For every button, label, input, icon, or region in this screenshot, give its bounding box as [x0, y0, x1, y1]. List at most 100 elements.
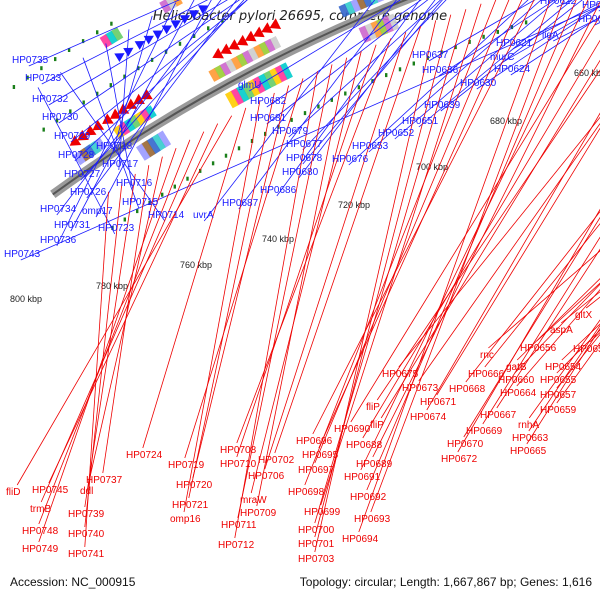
forward-gene-label: HP0731 [54, 220, 91, 231]
reverse-gene-arrow [69, 135, 82, 146]
gc-dot [40, 66, 43, 71]
forward-label-line [348, 0, 529, 166]
gc-dot [250, 139, 254, 143]
forward-gene-label: HP0736 [40, 235, 77, 246]
forward-label-line [70, 0, 248, 143]
reverse-cog-block [376, 0, 385, 3]
reverse-label-line [418, 122, 600, 382]
gc-skew-block [141, 140, 156, 158]
reverse-label-line [488, 250, 600, 349]
reverse-gene-label: HP0689 [356, 459, 393, 470]
forward-label-line [118, 29, 130, 171]
forward-gene-label: HP0715 [122, 197, 159, 208]
reverse-label-line [436, 127, 600, 396]
reverse-gene-label: gatB [506, 362, 527, 373]
gc-skew-block [263, 70, 277, 88]
forward-gene-label: HP0686 [260, 185, 297, 196]
kbp-tick-label: 800 kbp [10, 294, 42, 304]
reverse-gene-label: aspA [550, 325, 573, 336]
reverse-cog-block [252, 44, 265, 59]
forward-cog-block [110, 27, 124, 42]
gc-dot [398, 67, 402, 72]
forward-label-line [48, 0, 228, 106]
gc-dot [186, 176, 189, 181]
reverse-gene-label: HP0708 [220, 445, 257, 456]
forward-gene-label: HP0726 [70, 187, 107, 198]
reverse-gene-label: HP0709 [240, 508, 277, 519]
gc-dot [426, 55, 429, 60]
forward-label-line [438, 0, 556, 77]
reverse-label-line [84, 191, 109, 548]
forward-label-line [368, 0, 542, 153]
reverse-gene-label: HP0690 [334, 424, 371, 435]
reverse-label-line [48, 123, 219, 484]
gc-dot [148, 200, 151, 205]
reverse-gene-arrow [92, 119, 105, 131]
kbp-tick-label: 760 kbp [180, 260, 212, 270]
reverse-gene-arrow [335, 0, 349, 2]
gc-skew-block [364, 23, 377, 41]
forward-gene-label: HP0680 [282, 167, 319, 178]
gc-skew-block [358, 25, 372, 43]
gc-dot [264, 131, 267, 136]
reverse-cog-block [128, 115, 141, 129]
reverse-gene-label: HP0697 [298, 465, 335, 476]
reverse-gene-label: HP0667 [480, 410, 517, 421]
gc-skew-block [268, 67, 282, 86]
reverse-gene-label: HP0664 [500, 388, 537, 399]
reverse-cog-block [88, 140, 102, 155]
forward-label-line [37, 87, 116, 235]
forward-gene-label: HP0681 [250, 113, 287, 124]
reverse-gene-label: HP0698 [288, 487, 325, 498]
forward-label-line [394, 0, 558, 140]
reverse-label-line [426, 112, 600, 411]
gc-dot [496, 29, 499, 34]
forward-gene-label: HP0677 [286, 139, 323, 150]
forward-gene-label: HP0727 [64, 169, 101, 180]
gc-dot [357, 85, 361, 90]
forward-gene-arrow [123, 47, 134, 57]
reverse-gene-label: HP0748 [22, 526, 59, 537]
forward-gene-label: HP0651 [402, 116, 439, 127]
reverse-gene-label: HP0695 [302, 450, 339, 461]
reverse-label-line [264, 32, 407, 470]
reverse-gene-label: HP0688 [346, 440, 383, 451]
forward-label-line [476, 5, 600, 90]
forward-label-line [56, 2, 177, 247]
reverse-gene-label: HP0654 [545, 362, 582, 373]
reverse-gene-arrow [109, 108, 122, 119]
forward-gene-arrow [114, 53, 125, 63]
forward-cog-block [99, 34, 112, 49]
forward-gene-label: HP0714 [148, 210, 185, 221]
gc-dot [317, 104, 320, 109]
reverse-gene-arrow [244, 30, 257, 42]
reverse-gene-arrow [228, 39, 241, 50]
backbone-layer [50, 0, 418, 199]
kbp-tick-label: 660 kbp [574, 68, 600, 78]
gc-dot [137, 66, 140, 71]
reverse-label-line [188, 92, 275, 499]
reverse-label-line [84, 182, 123, 528]
reverse-label-line [380, 59, 600, 419]
gc-dot [440, 50, 443, 55]
forward-gene-label: HP0637 [412, 50, 449, 61]
reverse-gene-label: HP0720 [176, 480, 213, 491]
reverse-gene-label: HP0699 [304, 507, 341, 518]
reverse-label-line [237, 64, 333, 519]
forward-label-line [95, 0, 212, 218]
kbp-tick-label: 680 kbp [490, 116, 522, 126]
reverse-cog-block [213, 65, 226, 79]
forward-label-line [302, 0, 447, 151]
gc-skew-block [241, 82, 255, 100]
forward-gene-label: HP0622 [540, 0, 577, 7]
gc-dot [55, 118, 59, 123]
forward-label-line [302, 0, 443, 165]
gc-dot [524, 20, 528, 25]
gc-dot [385, 73, 388, 78]
forward-label-line [80, 0, 245, 181]
reverse-label-line [561, 323, 600, 361]
reverse-gene-arrow [212, 47, 224, 59]
reverse-cog-block [264, 38, 276, 53]
reverse-label-line [482, 236, 600, 425]
